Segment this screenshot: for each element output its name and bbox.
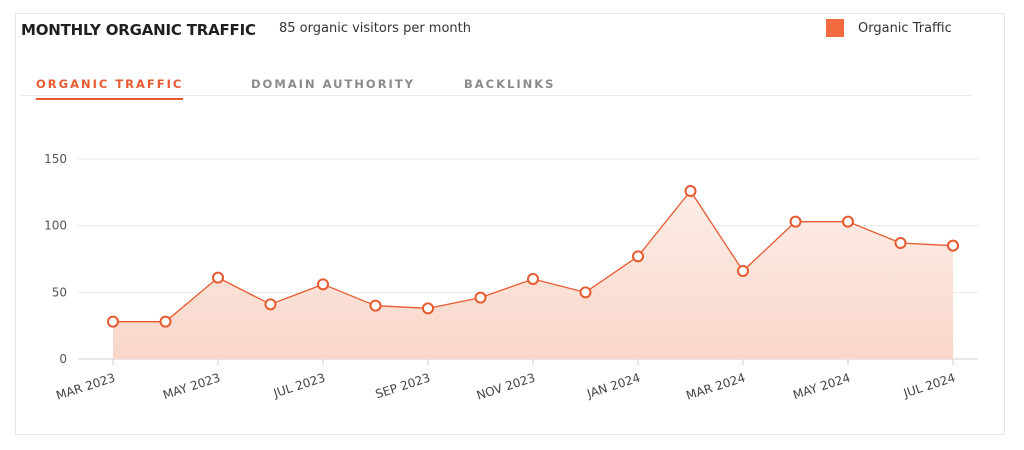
y-tick-label: 100	[44, 219, 67, 233]
tab-domain-authority[interactable]: DOMAIN AUTHORITY	[251, 77, 416, 91]
data-point	[317, 278, 329, 291]
x-tick-label: JUL 2023	[271, 371, 327, 401]
area-fill	[113, 191, 953, 359]
x-tick-label: JUL 2024	[901, 371, 957, 401]
data-point	[527, 273, 539, 285]
tab-bar: ORGANIC TRAFFIC DOMAIN AUTHORITY BACKLIN…	[21, 73, 971, 100]
x-tick-label: MAR 2023	[54, 371, 117, 403]
data-point	[264, 298, 277, 311]
data-point	[947, 239, 959, 252]
tab-backlinks[interactable]: BACKLINKS	[464, 77, 556, 91]
y-tick-label: 150	[44, 152, 67, 166]
legend[interactable]: Organic Traffic	[826, 19, 952, 37]
data-point	[159, 315, 172, 328]
x-tick-label: MAY 2023	[161, 371, 222, 403]
legend-label: Organic Traffic	[858, 20, 952, 36]
data-point	[579, 286, 592, 299]
data-point	[107, 315, 119, 328]
data-point	[684, 185, 697, 197]
x-tick-label: SEP 2023	[374, 371, 432, 402]
data-point	[474, 291, 487, 304]
tab-organic-traffic[interactable]: ORGANIC TRAFFIC	[36, 77, 184, 100]
data-point	[422, 302, 434, 315]
x-tick-label: NOV 2023	[475, 371, 537, 403]
x-tick-label: MAR 2024	[684, 371, 747, 403]
data-point	[369, 299, 382, 312]
data-point	[212, 271, 224, 284]
chart-subtitle: 85 organic visitors per month	[279, 21, 472, 36]
data-point	[789, 215, 802, 228]
chart-title: MONTHLY ORGANIC TRAFFIC	[21, 21, 256, 39]
y-tick-label: 50	[52, 285, 67, 299]
legend-swatch	[826, 19, 844, 37]
x-tick-label: MAY 2024	[791, 371, 852, 403]
data-point	[894, 237, 907, 249]
data-point	[632, 250, 644, 263]
data-point	[737, 265, 749, 277]
y-tick-label: 0	[59, 352, 67, 366]
x-tick-label: JAN 2024	[584, 371, 641, 402]
data-point	[842, 215, 854, 228]
